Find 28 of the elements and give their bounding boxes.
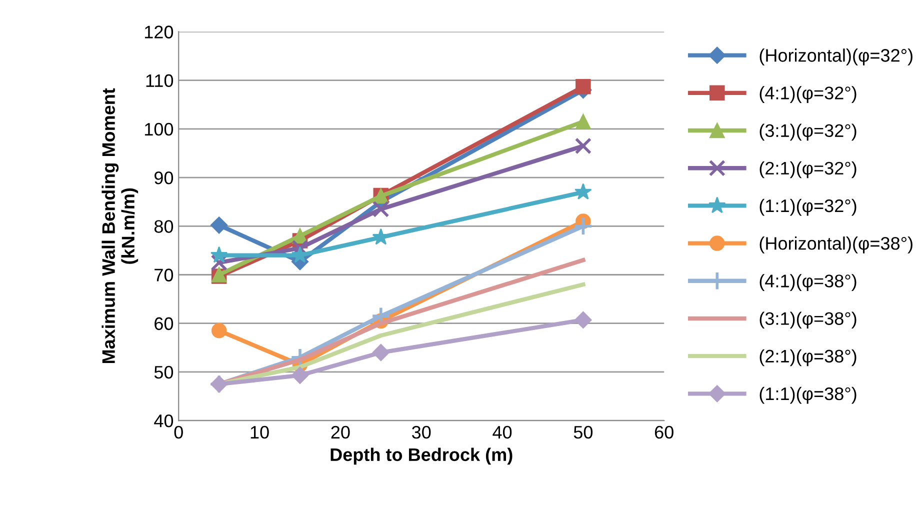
y-tick-label: 90 [154,171,174,184]
x-tick-label: 30 [412,426,431,439]
legend-label: (4:1)(φ=32°) [760,86,856,103]
x-tick-label: 0 [174,426,183,439]
x-tick-label: 20 [331,426,350,439]
x-tick-label: 50 [574,426,593,439]
y-tick-label: 110 [146,74,174,88]
legend-label: (1:1)(φ=32°) [760,198,856,216]
legend-label: (1:1)(φ=38°) [760,386,856,404]
x-axis-title: Depth to Bedrock (m) [330,448,512,465]
y-tick-label: 120 [145,26,174,38]
legend-label: (3:1)(φ=32°) [760,124,856,141]
x-tick-label: 40 [492,426,512,439]
y-tick-label: 50 [154,366,174,379]
y-tick-label: 60 [154,317,174,330]
y-tick-label: 40 [154,414,174,428]
x-tick-label: 60 [654,426,674,439]
y-tick-label: 70 [154,268,174,282]
y-tick-label: 80 [154,220,174,233]
legend-label: (3:1)(φ=38°) [760,312,856,329]
legend-label: (4:1)(φ=38°) [760,274,856,291]
y-tick-label: 100 [145,122,174,136]
legend-label: (2:1)(φ=38°) [760,349,856,366]
y-axis-title: Maximum Wall Bending Moment (kN.m/m) [102,88,138,364]
legend-label: (Horizontal)(φ=32°) [760,48,912,66]
legend-label: (Horizontal)(φ=38°) [760,236,912,254]
legend-label: (2:1)(φ=32°) [760,161,856,178]
x-tick-label: 10 [250,426,269,439]
